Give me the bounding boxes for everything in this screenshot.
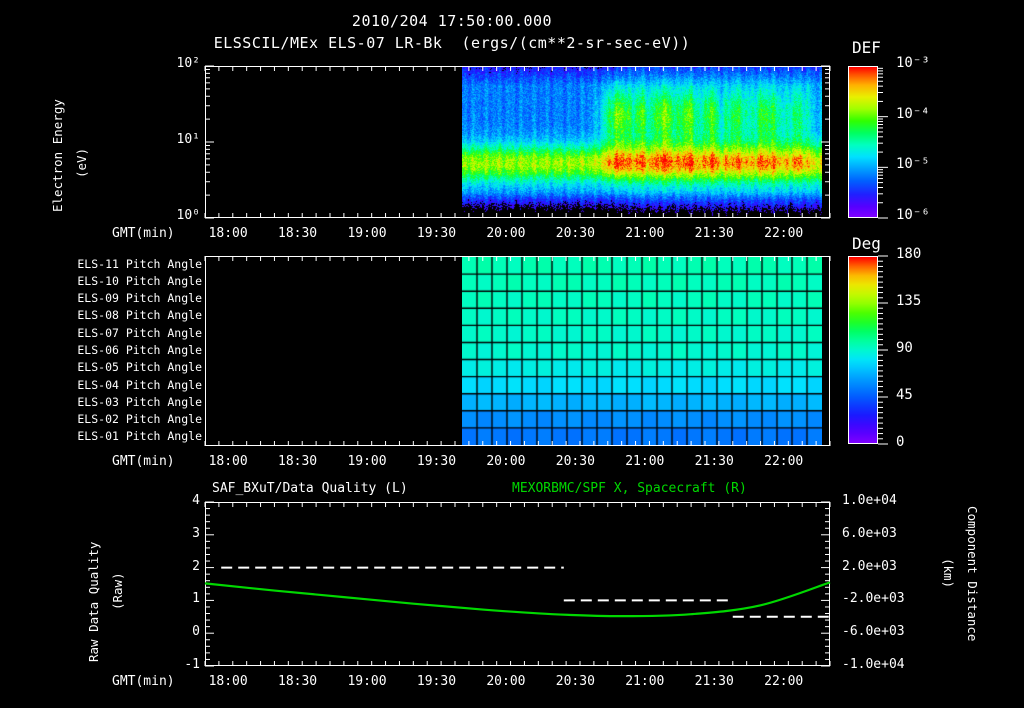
deg-colorbar-title: Deg <box>852 234 881 253</box>
panel2-xtick-label: 19:00 <box>347 454 387 469</box>
panel3-left-ytick-label: 1 <box>192 591 200 607</box>
panel1-xtick-label: 19:30 <box>416 226 457 241</box>
panel1-xtick-label: 22:00 <box>764 226 804 241</box>
panel3-left-ytick-label: 0 <box>192 624 200 640</box>
panel3-xtick-label: 19:00 <box>347 674 387 689</box>
panel3-xtick-label: 22:00 <box>764 674 804 689</box>
panel2-xtick-label: 22:00 <box>764 454 804 469</box>
data-quality-panel <box>205 502 830 666</box>
electron-energy-spectrogram <box>462 67 822 217</box>
deg-colorbar-tick-label: 45 <box>896 387 913 403</box>
deg-colorbar-ticks <box>878 255 888 445</box>
panel3-right-ytick-label: -6.0e+03 <box>842 624 905 640</box>
panel1-xtick-label: 19:00 <box>347 226 387 241</box>
panel1-ytick-label: 10² <box>176 56 200 71</box>
deg-colorbar-tick-label: 180 <box>896 246 922 262</box>
def-colorbar <box>848 66 878 218</box>
panel3-right-ylabel-line1: Component Distance <box>965 506 980 642</box>
panel2-xtick-label: 20:30 <box>555 454 595 469</box>
pitch-angle-row-label: ELS-04 Pitch Angle <box>77 377 202 392</box>
deg-colorbar <box>848 256 878 444</box>
panel3-right-ytick-label: 6.0e+03 <box>842 525 897 541</box>
pitch-angle-row-label: ELS-10 Pitch Angle <box>77 273 202 288</box>
panel1-xaxis-label: GMT(min) <box>112 226 175 241</box>
panel1-ytick-label: 10⁰ <box>176 208 200 223</box>
panel3-left-ytick-label: 3 <box>192 525 200 541</box>
panel1-xtick-label: 21:30 <box>694 226 734 241</box>
pitch-angle-row-label: ELS-05 Pitch Angle <box>77 360 202 375</box>
panel1-xtick-label: 18:00 <box>208 226 248 241</box>
panel3-left-ylabel-line1: Raw Data Quality <box>86 541 101 662</box>
panel3-left-ytick-label: -1 <box>184 657 200 672</box>
panel3-left-ytick-label: 2 <box>192 558 200 574</box>
panel3-right-ytick-label: 2.0e+03 <box>842 558 897 574</box>
panel3-xtick-label: 18:30 <box>278 674 318 689</box>
panel1-ylabel-line2: (eV) <box>74 147 89 178</box>
panel3-tick-marks <box>204 501 831 667</box>
def-colorbar-tick-label: 10⁻⁵ <box>896 156 930 173</box>
panel1-ylabel-line1: Electron Energy <box>50 99 65 212</box>
panel3-right-ytick-label: -2.0e+03 <box>842 591 905 607</box>
pitch-angle-row-label: ELS-08 Pitch Angle <box>77 308 202 323</box>
panel2-tick-marks <box>204 256 831 446</box>
pitch-angle-grid <box>462 257 822 445</box>
plot-subtitle: ELSSCIL/MEx ELS-07 LR-Bk (ergs/(cm**2-sr… <box>213 34 691 52</box>
panel3-title-right: MEXORBMC/SPF X, Spacecraft (R) <box>512 481 747 496</box>
panel3-right-ylabel-line2: (km) <box>941 558 956 589</box>
panel1-xtick-label: 20:30 <box>555 226 595 241</box>
panel2-xtick-label: 19:30 <box>416 454 457 469</box>
panel3-left-ytick-label: 4 <box>192 493 200 508</box>
panel3-xtick-label: 21:00 <box>625 674 665 689</box>
panel2-xtick-label: 21:30 <box>694 454 734 469</box>
def-colorbar-tick-label: 10⁻³ <box>896 55 930 71</box>
pitch-angle-row-label: ELS-03 Pitch Angle <box>77 394 202 409</box>
panel3-left-ylabel-line2: (Raw) <box>110 572 125 610</box>
def-colorbar-ticks <box>878 67 888 219</box>
def-colorbar-tick-label: 10⁻⁶ <box>896 207 930 223</box>
panel2-xtick-label: 18:30 <box>278 454 318 469</box>
def-colorbar-tick-label: 10⁻⁴ <box>896 105 930 122</box>
pitch-angle-row-label: ELS-01 Pitch Angle <box>77 429 202 444</box>
panel1-tick-marks <box>204 65 831 219</box>
pitch-angle-row-label: ELS-07 Pitch Angle <box>77 325 202 340</box>
pitch-angle-row-label: ELS-06 Pitch Angle <box>77 343 202 357</box>
deg-colorbar-tick-label: 90 <box>896 340 913 356</box>
panel3-xtick-label: 20:00 <box>486 674 526 689</box>
panel1-xtick-label: 18:30 <box>278 226 318 241</box>
deg-colorbar-tick-label: 135 <box>896 293 922 309</box>
panel3-data-lines <box>204 566 831 618</box>
panel2-xtick-label: 21:00 <box>625 454 665 469</box>
deg-colorbar-tick-label: 0 <box>896 434 905 450</box>
pitch-angle-row-label: ELS-11 Pitch Angle <box>77 256 202 271</box>
pitch-angle-row-label: ELS-09 Pitch Angle <box>77 291 202 306</box>
panel3-xtick-label: 21:30 <box>694 674 734 689</box>
panel3-title-left: SAF_BXuT/Data Quality (L) <box>212 481 408 496</box>
panel1-ytick-label: 10¹ <box>176 132 200 147</box>
panel1-xtick-label: 20:00 <box>486 226 526 241</box>
panel3-right-ytick-label: 1.0e+04 <box>842 493 897 508</box>
panel3-xtick-label: 20:30 <box>555 674 595 689</box>
panel3-right-ytick-label: -1.0e+04 <box>842 657 905 672</box>
panel2-xaxis-label: GMT(min) <box>112 454 175 469</box>
panel3-xtick-label: 19:30 <box>416 674 457 689</box>
panel3-xaxis-label: GMT(min) <box>112 674 175 689</box>
pitch-angle-row-label: ELS-02 Pitch Angle <box>77 412 202 427</box>
panel3-xtick-label: 18:00 <box>208 674 248 689</box>
plot-datetime-title: 2010/204 17:50:00.000 <box>351 12 553 30</box>
panel2-xtick-label: 20:00 <box>486 454 526 469</box>
panel1-xtick-label: 21:00 <box>625 226 665 241</box>
def-colorbar-title: DEF <box>852 38 881 57</box>
panel2-xtick-label: 18:00 <box>208 454 248 469</box>
